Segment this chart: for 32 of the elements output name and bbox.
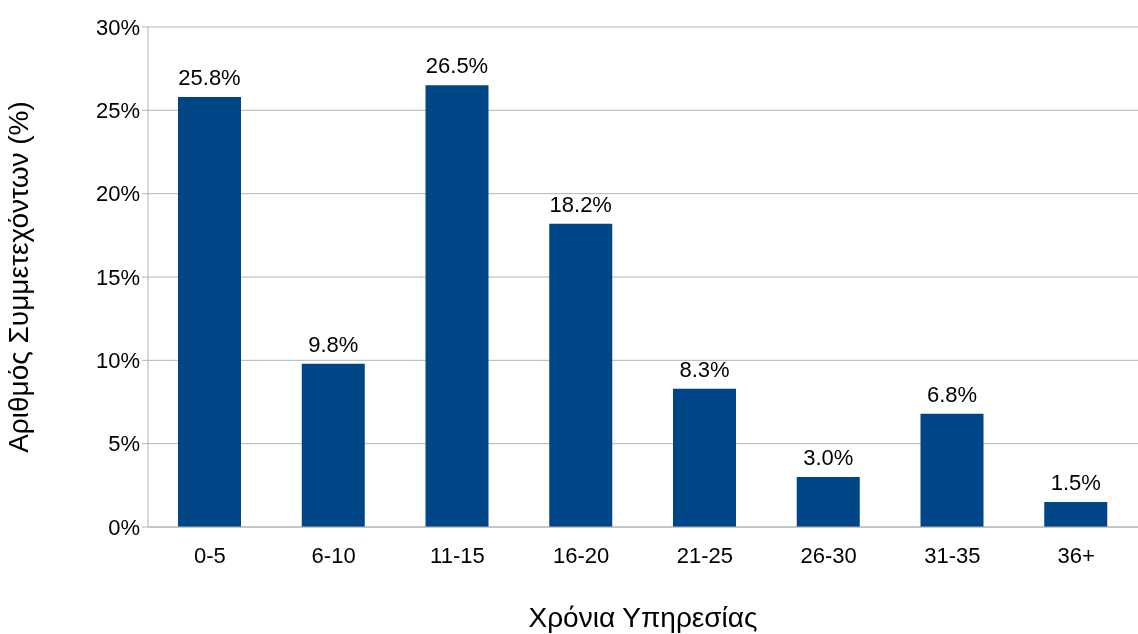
- bar: [920, 413, 984, 527]
- data-label: 18.2%: [549, 191, 612, 217]
- bar: [178, 97, 241, 527]
- data-label: 25.8%: [178, 65, 241, 90]
- data-label: 9.8%: [308, 331, 359, 357]
- x-tick-label: 26-30: [800, 542, 857, 568]
- y-tick-label: 15%: [95, 264, 140, 290]
- bar: [796, 477, 860, 527]
- y-tick-label: 10%: [95, 348, 140, 374]
- data-label: 8.3%: [679, 356, 730, 382]
- bar: [549, 223, 613, 527]
- y-tick-label: 25%: [95, 98, 140, 124]
- data-label: 26.5%: [425, 53, 489, 79]
- bar: [1044, 502, 1108, 527]
- data-label: 3.0%: [803, 445, 854, 470]
- y-tick-label: 0%: [108, 514, 140, 540]
- x-tick-label: 6-10: [311, 542, 356, 568]
- x-tick-label: 11-15: [430, 542, 485, 568]
- x-tick-label: 0-5: [193, 542, 226, 568]
- y-tick-label: 5%: [108, 431, 140, 457]
- x-tick-label: 36+: [1057, 542, 1095, 568]
- bar: [301, 363, 365, 527]
- y-tick-label: 20%: [95, 181, 140, 207]
- x-tick-label: 31-35: [924, 542, 981, 568]
- data-label: 6.8%: [926, 381, 978, 407]
- x-axis-title: Χρόνια Υπηρεσίας: [528, 602, 758, 633]
- x-tick-label: 16-20: [552, 542, 610, 568]
- x-tick-label: 21-25: [676, 542, 734, 568]
- bar: [673, 388, 736, 527]
- bar: [425, 85, 489, 527]
- y-tick-label: 30%: [95, 14, 140, 40]
- data-label: 1.5%: [1050, 470, 1101, 495]
